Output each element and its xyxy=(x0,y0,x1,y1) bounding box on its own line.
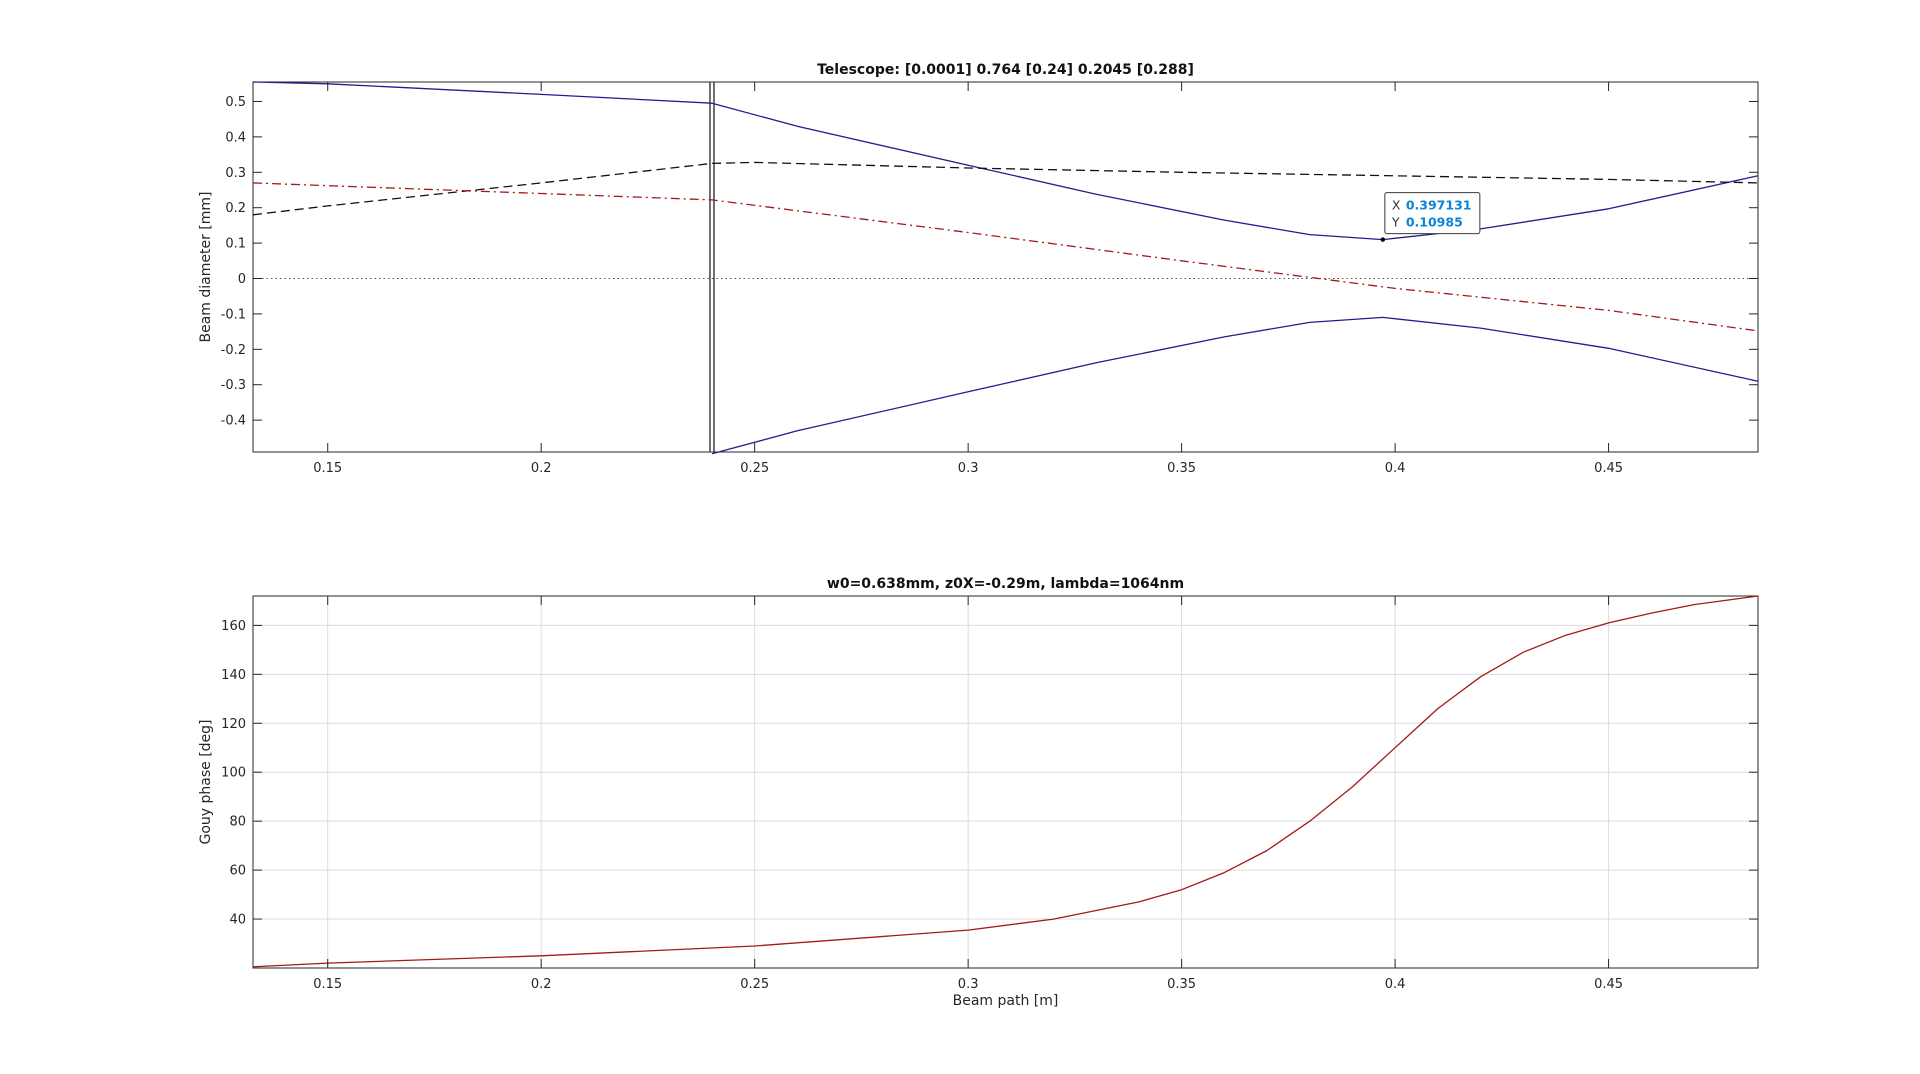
series-line-2 xyxy=(711,316,1759,455)
y-tick-label: 0.3 xyxy=(225,166,246,181)
y-tick-label: 0 xyxy=(238,272,246,287)
datatip-marker xyxy=(1380,237,1386,242)
y-tick-label: 100 xyxy=(221,766,246,781)
y-tick-label: 40 xyxy=(229,913,246,928)
y-tick-label: 0.5 xyxy=(225,95,246,110)
x-tick-label: 0.2 xyxy=(531,977,552,992)
y-tick-label: -0.1 xyxy=(221,307,246,322)
x-tick-label: 0.4 xyxy=(1385,461,1406,476)
y-tick-label: 0.4 xyxy=(225,130,246,145)
y-tick-label: 160 xyxy=(221,619,246,634)
gouy-phase-title: w0=0.638mm, z0X=-0.29m, lambda=1064nm xyxy=(827,576,1184,592)
gouy-phase-grid xyxy=(253,596,1758,968)
beam-diameter-ylabel: Beam diameter [mm] xyxy=(198,192,214,343)
datatip-y-value: 0.10985 xyxy=(1406,215,1463,230)
gouy-phase-axes[interactable]: 0.15 0.2 0.25 0.3 0.35 0.4 0.45 40 60 80 100 120 140… xyxy=(198,576,1759,1009)
beam-diameter-plot-area xyxy=(252,81,1759,453)
gouy-phase-ylabel: Gouy phase [deg] xyxy=(198,719,214,844)
beam-diameter-axes[interactable]: 0.15 0.2 0.25 0.3 0.35 0.4 0.45 -0.4 -0.3 -0.2 -0.… xyxy=(198,62,1759,476)
y-tick-label: 120 xyxy=(221,717,246,732)
y-tick-label: 0.1 xyxy=(225,237,246,252)
series-line-4 xyxy=(252,182,1759,332)
x-tick-label: 0.35 xyxy=(1167,977,1196,992)
x-tick-label: 0.15 xyxy=(313,977,342,992)
y-tick-label: 60 xyxy=(229,864,246,879)
x-tick-label: 0.45 xyxy=(1594,977,1623,992)
gouy-phase-plot-area xyxy=(252,595,1759,969)
gouy-phase-ticks: 0.15 0.2 0.25 0.3 0.35 0.4 0.45 40 60 80 100 120 140… xyxy=(221,596,1758,992)
x-tick-label: 0.15 xyxy=(313,461,342,476)
series-line-3 xyxy=(252,161,1759,216)
datatip-x-value: 0.397131 xyxy=(1406,198,1472,213)
series-line-1 xyxy=(252,595,1759,968)
x-tick-label: 0.4 xyxy=(1385,977,1406,992)
datatip-x-label: X xyxy=(1392,198,1401,213)
y-tick-label: 0.2 xyxy=(225,201,246,216)
beam-diameter-ticks: 0.15 0.2 0.25 0.3 0.35 0.4 0.45 -0.4 -0.3 -0.2 -0.… xyxy=(221,82,1758,476)
series-line-1 xyxy=(252,81,1759,241)
beam-path-xlabel: Beam path [m] xyxy=(953,993,1059,1009)
x-tick-label: 0.3 xyxy=(958,461,979,476)
beam-diameter-series xyxy=(252,81,1759,455)
x-tick-label: 0.45 xyxy=(1594,461,1623,476)
y-tick-label: -0.3 xyxy=(221,378,246,393)
x-tick-label: 0.25 xyxy=(740,461,769,476)
x-tick-label: 0.35 xyxy=(1167,461,1196,476)
datatip-y-label: Y xyxy=(1391,215,1400,230)
datatip-box xyxy=(1384,192,1481,235)
y-tick-label: 80 xyxy=(229,815,246,830)
x-tick-label: 0.3 xyxy=(958,977,979,992)
gouy-phase-series xyxy=(252,595,1759,968)
beam-diameter-title: Telescope: [0.0001] 0.764 [0.24] 0.2045 … xyxy=(817,62,1194,78)
y-tick-label: -0.4 xyxy=(221,414,246,429)
datatip[interactable]: X 0.397131 Y 0.10985 xyxy=(1380,192,1481,242)
x-tick-label: 0.25 xyxy=(740,977,769,992)
y-tick-label: 140 xyxy=(221,668,246,683)
y-tick-label: -0.2 xyxy=(221,343,246,358)
x-tick-label: 0.2 xyxy=(531,461,552,476)
